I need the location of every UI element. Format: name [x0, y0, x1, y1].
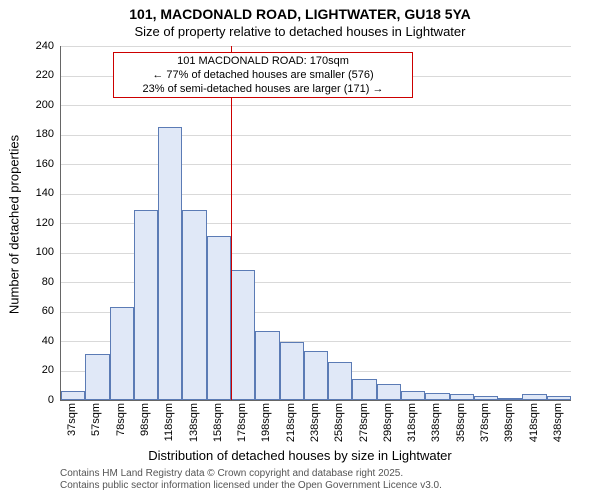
histogram-bar — [158, 127, 182, 400]
histogram-bar — [425, 393, 449, 400]
histogram-chart: 101, MACDONALD ROAD, LIGHTWATER, GU18 5Y… — [0, 0, 600, 500]
histogram-bar — [182, 210, 206, 400]
y-tick-label: 200 — [14, 99, 54, 111]
x-tick-label: 78sqm — [115, 403, 127, 453]
y-tick-label: 60 — [14, 305, 54, 317]
y-tick-label: 80 — [14, 276, 54, 288]
gridline — [61, 194, 571, 195]
x-tick-label: 198sqm — [260, 403, 272, 453]
histogram-bar — [280, 342, 304, 400]
gridline — [61, 105, 571, 106]
marker-line — [231, 46, 232, 400]
histogram-bar — [231, 270, 255, 400]
histogram-bar — [207, 236, 231, 400]
attribution: Contains HM Land Registry data © Crown c… — [60, 468, 442, 492]
y-tick-label: 160 — [14, 158, 54, 170]
x-tick-label: 278sqm — [358, 403, 370, 453]
x-tick-label: 258sqm — [333, 403, 345, 453]
histogram-bar — [498, 398, 522, 400]
x-tick-label: 398sqm — [503, 403, 515, 453]
x-tick-label: 178sqm — [236, 403, 248, 453]
annotation-line: ← 77% of detached houses are smaller (57… — [118, 69, 408, 83]
x-tick-label: 418sqm — [528, 403, 540, 453]
x-tick-label: 438sqm — [552, 403, 564, 453]
y-tick-label: 100 — [14, 246, 54, 258]
histogram-bar — [401, 391, 425, 400]
histogram-bar — [61, 391, 85, 400]
histogram-bar — [134, 210, 158, 400]
gridline — [61, 164, 571, 165]
plot-area: 101 MACDONALD ROAD: 170sqm← 77% of detac… — [60, 46, 571, 401]
histogram-bar — [110, 307, 134, 400]
x-tick-label: 158sqm — [212, 403, 224, 453]
x-tick-label: 238sqm — [309, 403, 321, 453]
x-tick-label: 138sqm — [188, 403, 200, 453]
histogram-bar — [450, 394, 474, 400]
y-tick-label: 140 — [14, 187, 54, 199]
gridline — [61, 46, 571, 47]
y-tick-label: 40 — [14, 335, 54, 347]
chart-title: 101, MACDONALD ROAD, LIGHTWATER, GU18 5Y… — [0, 6, 600, 22]
histogram-bar — [474, 396, 498, 400]
histogram-bar — [352, 379, 376, 400]
attribution-line-1: Contains HM Land Registry data © Crown c… — [60, 468, 442, 480]
x-tick-label: 378sqm — [479, 403, 491, 453]
x-tick-label: 338sqm — [430, 403, 442, 453]
histogram-bar — [328, 362, 352, 400]
y-tick-label: 240 — [14, 40, 54, 52]
x-tick-label: 318sqm — [406, 403, 418, 453]
x-tick-label: 358sqm — [455, 403, 467, 453]
annotation-box: 101 MACDONALD ROAD: 170sqm← 77% of detac… — [113, 52, 413, 98]
histogram-bar — [255, 331, 279, 400]
histogram-bar — [377, 384, 401, 400]
x-tick-label: 298sqm — [382, 403, 394, 453]
x-tick-label: 57sqm — [90, 403, 102, 453]
y-tick-label: 220 — [14, 69, 54, 81]
chart-subtitle: Size of property relative to detached ho… — [0, 24, 600, 39]
annotation-line: 101 MACDONALD ROAD: 170sqm — [118, 55, 408, 69]
y-tick-label: 120 — [14, 217, 54, 229]
annotation-line: 23% of semi-detached houses are larger (… — [118, 83, 408, 97]
histogram-bar — [522, 394, 546, 400]
attribution-line-2: Contains public sector information licen… — [60, 480, 442, 492]
gridline — [61, 135, 571, 136]
x-tick-label: 37sqm — [66, 403, 78, 453]
x-tick-label: 218sqm — [285, 403, 297, 453]
y-tick-label: 0 — [14, 394, 54, 406]
histogram-bar — [547, 396, 571, 400]
x-tick-label: 98sqm — [139, 403, 151, 453]
histogram-bar — [304, 351, 328, 400]
y-tick-label: 20 — [14, 364, 54, 376]
y-tick-label: 180 — [14, 128, 54, 140]
histogram-bar — [85, 354, 109, 400]
x-tick-label: 118sqm — [163, 403, 175, 453]
